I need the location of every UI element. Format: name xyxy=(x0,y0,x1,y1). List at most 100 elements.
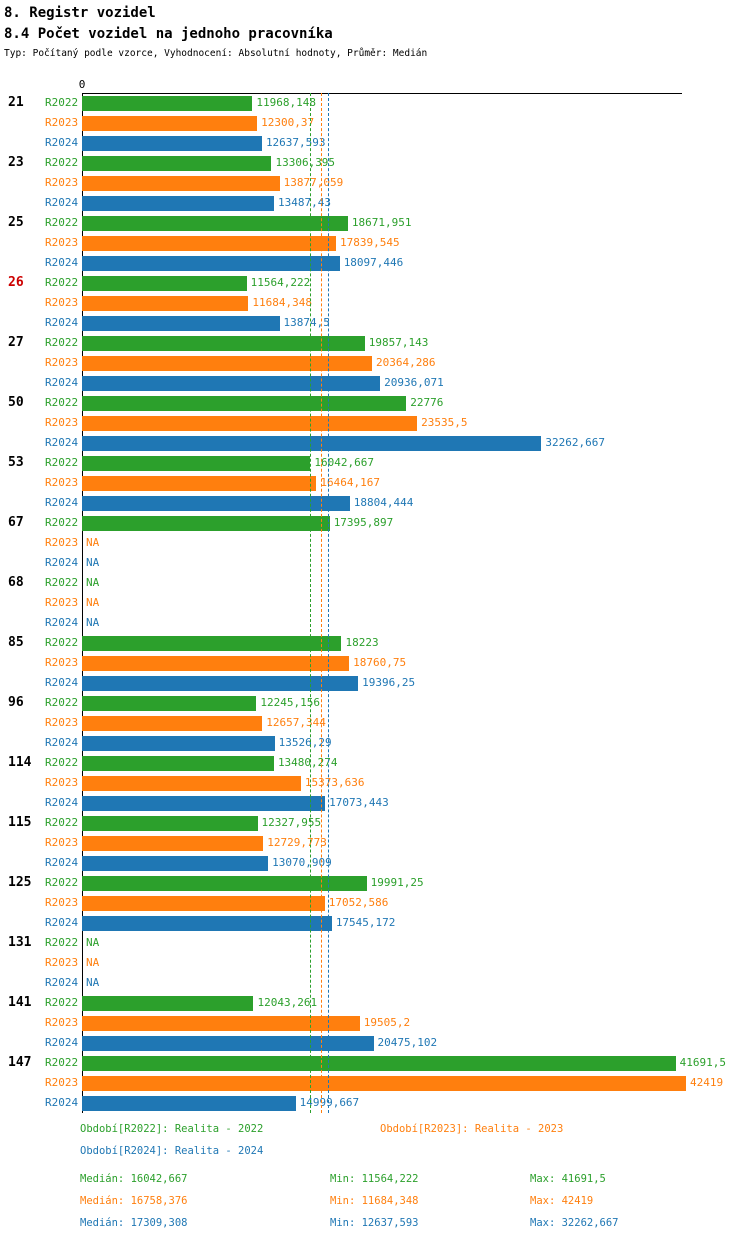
value-label: 18671,951 xyxy=(351,216,412,229)
value-label: 12043,261 xyxy=(257,996,318,1009)
bar-row: R2023 42419 xyxy=(0,1073,750,1093)
category-label: 25 xyxy=(8,215,24,230)
bar-row: R2022 13480,274 xyxy=(0,753,750,773)
bar-row: R2023 12657,344 xyxy=(0,713,750,733)
category-label: 114 xyxy=(8,755,32,770)
category-label: 147 xyxy=(8,1055,32,1070)
legend-r2023: Období[R2023]: Realita - 2023 xyxy=(380,1123,564,1135)
bar-r2023 xyxy=(82,355,372,371)
series-label: R2024 xyxy=(45,916,79,929)
bar-r2023 xyxy=(82,475,317,491)
category-label: 96 xyxy=(8,695,24,710)
legend-r2024: Období[R2024]: Realita - 2024 xyxy=(80,1145,264,1157)
series-label: R2023 xyxy=(45,1076,79,1089)
bar-row: R2023 NA xyxy=(0,953,750,973)
category-label: 26 xyxy=(8,275,24,290)
category-group-114: 114 R2022 13480,274 R2023 15373,636 R2024 1707… xyxy=(0,753,750,813)
y-axis-line xyxy=(82,93,83,1113)
value-label: 12300,37 xyxy=(261,116,315,129)
value-label: 23535,5 xyxy=(421,416,468,429)
value-label: 11684,348 xyxy=(252,296,312,309)
series-label: R2023 xyxy=(45,476,79,489)
bar-r2023 xyxy=(82,895,325,911)
series-label: R2024 xyxy=(45,556,79,569)
legend-r2022: Období[R2022]: Realita - 2022 xyxy=(80,1123,264,1135)
bar-row: R2024 NA xyxy=(0,973,750,993)
bar-row: R2022 13306,395 xyxy=(0,153,750,173)
category-label: 115 xyxy=(8,815,32,830)
bar-row: R2024 13487,43 xyxy=(0,193,750,213)
value-label: 32262,667 xyxy=(545,436,605,449)
series-label: R2024 xyxy=(45,1036,79,1049)
series-label: R2022 xyxy=(45,576,79,589)
category-group-67: 67 R2022 17395,897 R2023 NA R2024 NA xyxy=(0,513,750,573)
value-label: 13306,395 xyxy=(275,156,336,169)
bar-row: R2023 23535,5 xyxy=(0,413,750,433)
bar-row: R2024 13526,29 xyxy=(0,733,750,753)
value-label: 19991,25 xyxy=(370,876,424,889)
series-label: R2023 xyxy=(45,116,79,129)
bar-r2022 xyxy=(82,755,274,771)
category-group-141: 141 R2022 12043,261 R2023 19505,2 R2024 20475,… xyxy=(0,993,750,1053)
bar-row: R2024 18804,444 xyxy=(0,493,750,513)
value-label: 17395,897 xyxy=(333,516,394,529)
value-label: 12729,773 xyxy=(267,836,327,849)
bar-r2023 xyxy=(82,715,263,731)
bar-r2022 xyxy=(82,635,342,651)
series-label: R2023 xyxy=(45,236,79,249)
bar-r2023 xyxy=(82,835,264,851)
value-label: 19505,2 xyxy=(363,1016,411,1029)
bar-row: R2022 17395,897 xyxy=(0,513,750,533)
na-label: NA xyxy=(86,576,100,589)
bar-r2024 xyxy=(82,1035,374,1051)
category-group-53: 53 R2022 16042,667 R2023 16464,167 R2024 18804… xyxy=(0,453,750,513)
category-label: 68 xyxy=(8,575,24,590)
series-label: R2022 xyxy=(45,396,79,409)
series-label: R2023 xyxy=(45,596,79,609)
bar-r2024 xyxy=(82,195,275,211)
x-axis-zero-tick: 0 xyxy=(78,78,86,91)
series-label: R2022 xyxy=(45,696,79,709)
bar-r2022 xyxy=(82,695,257,711)
value-label: 12327,955 xyxy=(261,816,322,829)
bar-row: R2022 22776 xyxy=(0,393,750,413)
bar-row: R2024 20936,071 xyxy=(0,373,750,393)
bar-row: R2022 18671,951 xyxy=(0,213,750,233)
bar-row: R2024 14999,667 xyxy=(0,1093,750,1113)
series-label: R2023 xyxy=(45,536,79,549)
value-label: 12637,593 xyxy=(265,136,326,149)
series-label: R2024 xyxy=(45,676,79,689)
series-label: R2024 xyxy=(45,316,79,329)
bar-row: R2023 17839,545 xyxy=(0,233,750,253)
category-label: 67 xyxy=(8,515,24,530)
value-label: 17839,545 xyxy=(340,236,400,249)
value-label: 16464,167 xyxy=(320,476,381,489)
series-label: R2023 xyxy=(45,416,79,429)
series-label: R2024 xyxy=(45,736,79,749)
bar-row: R2023 16464,167 xyxy=(0,473,750,493)
value-label: 18223 xyxy=(345,636,379,649)
value-label: 11564,222 xyxy=(250,276,311,289)
bar-r2023 xyxy=(82,775,301,791)
bar-row: R2024 20475,102 xyxy=(0,1033,750,1053)
series-label: R2024 xyxy=(45,1096,79,1109)
bar-r2023 xyxy=(82,115,258,131)
bar-r2022 xyxy=(82,215,348,231)
category-group-23: 23 R2022 13306,395 R2023 13877,059 R2024 13487… xyxy=(0,153,750,213)
bar-r2023 xyxy=(82,1015,360,1031)
category-group-115: 115 R2022 12327,955 R2023 12729,773 R2024 1307… xyxy=(0,813,750,873)
series-label: R2022 xyxy=(45,336,79,349)
value-label: 16042,667 xyxy=(314,456,375,469)
bar-row: R2022 11564,222 xyxy=(0,273,750,293)
bar-r2024 xyxy=(82,435,542,451)
series-label: R2022 xyxy=(45,756,79,769)
bar-row: R2024 12637,593 xyxy=(0,133,750,153)
value-label: 20475,102 xyxy=(377,1036,438,1049)
bar-r2024 xyxy=(82,375,381,391)
series-label: R2024 xyxy=(45,196,79,209)
value-label: 12245,156 xyxy=(260,696,320,709)
category-label: 125 xyxy=(8,875,32,890)
category-label: 131 xyxy=(8,935,32,950)
chart-meta-line: Typ: Počítaný podle vzorce, Vyhodnocení:… xyxy=(4,48,428,59)
value-label: 13480,274 xyxy=(277,756,338,769)
